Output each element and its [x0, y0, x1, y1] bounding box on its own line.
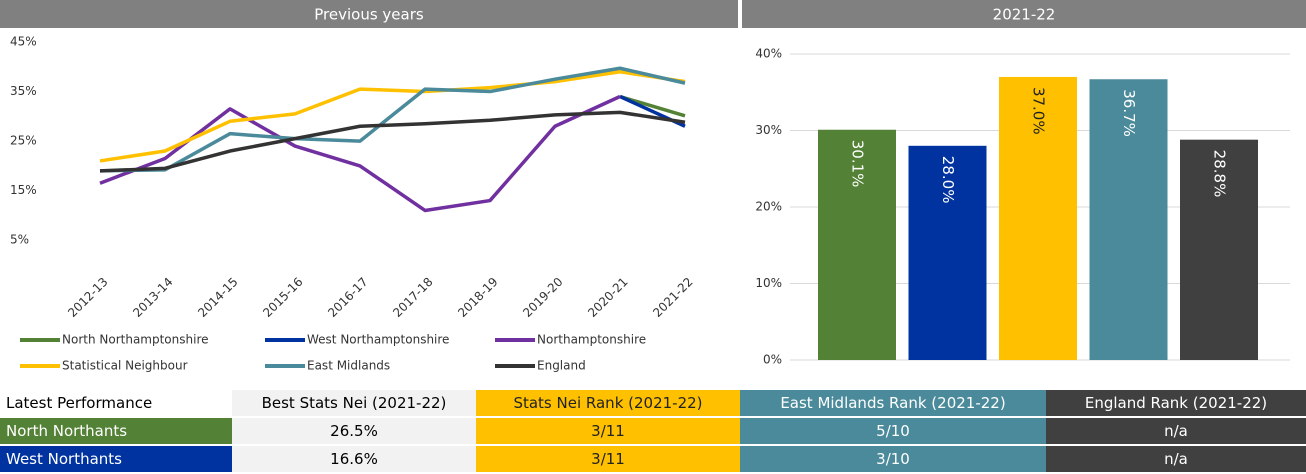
table-cell: North Northants — [0, 418, 232, 444]
chart-title: Previous years — [314, 6, 424, 24]
value-label: 36.7% — [1120, 89, 1138, 137]
x-tick-label: 2014-15 — [195, 275, 240, 320]
value-label: 28.8% — [1211, 150, 1229, 198]
x-tick-label: 2019-20 — [520, 275, 565, 320]
y-tick-label: 35% — [10, 84, 37, 98]
table-cell: East Midlands Rank (2021-22) — [740, 390, 1046, 416]
x-tick-label: 2016-17 — [325, 275, 370, 320]
title-bar — [0, 0, 738, 28]
value-label: 37.0% — [1030, 87, 1048, 135]
x-tick-label: 2013-14 — [130, 275, 175, 320]
table-cell: England Rank (2021-22) — [1046, 390, 1306, 416]
y-tick-label: 30% — [755, 123, 782, 137]
table-row: Latest Performance Best Stats Nei (2021-2… — [0, 390, 1306, 416]
bar — [1089, 79, 1168, 361]
table-cell: 26.5% — [232, 418, 476, 444]
table-cell: 3/11 — [476, 418, 740, 444]
series-line — [99, 94, 621, 213]
x-tick-label: 2017-18 — [390, 275, 435, 320]
table-cell: 5/10 — [740, 418, 1046, 444]
y-tick-label: 25% — [10, 134, 37, 148]
legend-label: England — [537, 359, 586, 373]
x-tick-label: 2018-19 — [455, 275, 500, 320]
table-cell: Stats Nei Rank (2021-22) — [476, 390, 740, 416]
bar — [1180, 139, 1258, 360]
bar — [999, 76, 1077, 360]
performance-table: Latest Performance Best Stats Nei (2021-2… — [0, 388, 1306, 474]
y-tick-label: 20% — [755, 200, 782, 214]
bar — [908, 145, 987, 360]
legend-label: Statistical Neighbour — [62, 359, 188, 373]
table-row: West Northants 16.6% 3/11 3/10 n/a — [0, 446, 1306, 472]
chart-title: 2021-22 — [993, 6, 1056, 24]
table-cell: Best Stats Nei (2021-22) — [232, 390, 476, 416]
title-bar — [742, 0, 1306, 28]
charts: Previous years 2021-22 5% 15% 25% 35% 45% 201… — [0, 0, 1306, 373]
legend-label: Northamptonshire — [537, 333, 646, 347]
value-label: 28.0% — [939, 156, 957, 204]
x-tick-label: 2015-16 — [260, 275, 305, 320]
series-line — [99, 110, 686, 173]
table-cell: n/a — [1046, 418, 1306, 444]
y-tick-label: 45% — [10, 35, 37, 49]
table-cell: West Northants — [0, 446, 232, 472]
y-tick-label: 5% — [10, 233, 29, 247]
bar — [818, 129, 896, 360]
y-tick-label: 10% — [755, 276, 782, 290]
x-tick-label: 2021-22 — [650, 275, 695, 320]
value-label: 30.1% — [849, 140, 867, 188]
series-line — [99, 66, 686, 173]
table-cell: 16.6% — [232, 446, 476, 472]
y-tick-label: 15% — [10, 183, 37, 197]
table-cell: n/a — [1046, 446, 1306, 472]
legend-label: North Northamptonshire — [62, 333, 209, 347]
series-line — [99, 69, 686, 163]
x-tick-label: 2020-21 — [585, 275, 630, 320]
table-cell: 3/11 — [476, 446, 740, 472]
legend-label: East Midlands — [307, 359, 390, 373]
y-tick-label: 40% — [755, 47, 782, 61]
table-cell: 3/10 — [740, 446, 1046, 472]
table-cell: Latest Performance — [0, 390, 232, 416]
y-tick-label: 0% — [763, 353, 782, 367]
x-tick-label: 2012-13 — [65, 275, 110, 320]
table-row: North Northants 26.5% 3/11 5/10 n/a — [0, 418, 1306, 444]
legend-label: West Northamptonshire — [307, 333, 449, 347]
